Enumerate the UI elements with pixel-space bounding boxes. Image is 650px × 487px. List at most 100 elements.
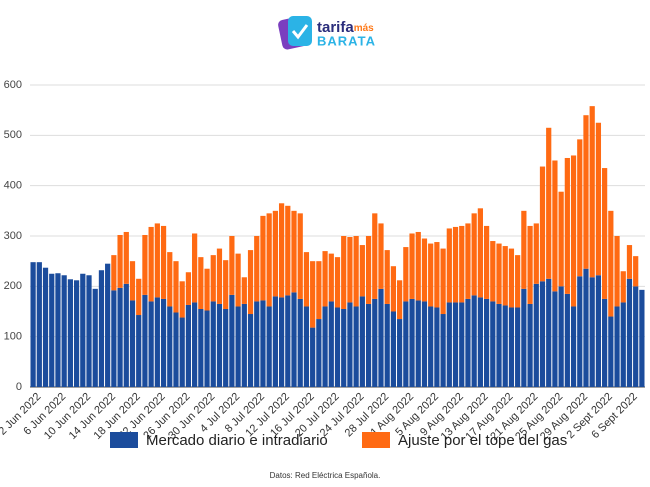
bar [365,303,372,387]
bar [73,280,80,387]
bar [471,295,477,387]
bar [49,273,55,387]
y-tick-label: 600 [4,79,22,91]
bar [595,122,602,276]
bar [179,317,185,387]
bar [42,267,49,387]
bar [502,305,508,387]
bar [570,306,577,387]
bar [614,236,620,307]
bar [633,256,639,287]
bar [260,215,266,301]
bar [434,242,440,308]
y-tick-label: 0 [16,381,22,393]
logo-icon [288,16,312,46]
bar [440,314,446,387]
bar [241,277,247,304]
bar [210,255,216,302]
bar [372,213,378,299]
bar [527,303,533,387]
bar [359,296,365,387]
bar [297,298,303,387]
bar [229,294,235,387]
bar [496,303,502,387]
bar [167,306,173,387]
bar [446,228,452,303]
source: Datos: Red Eléctrica Española. [270,471,381,480]
bar [378,223,384,289]
bar [483,225,490,299]
bar [154,297,160,387]
bar [111,290,117,387]
bar [322,251,328,307]
bar [452,302,459,387]
bar [30,262,36,387]
bar [80,273,86,387]
bar [98,270,105,387]
bar [496,243,502,304]
bar [403,247,409,302]
bar [86,275,92,387]
bar [558,286,564,387]
bar [291,210,297,293]
bar [67,279,73,387]
bar [247,250,254,315]
bar [235,306,241,387]
bar [142,234,148,295]
bar [353,236,359,307]
bar [254,301,260,387]
bar [415,300,421,387]
legend-swatch [362,432,390,448]
logo-accent: más [354,23,374,34]
bar [483,298,490,387]
bar [192,302,198,387]
bar [384,250,390,304]
bar [173,312,179,387]
bar [185,272,192,305]
bar [123,231,129,284]
bar [409,298,415,387]
bar [421,238,428,302]
bar [521,288,527,387]
logo-sub: BARATA [317,33,376,48]
bar [515,307,521,387]
bar [403,301,409,387]
bar [235,253,241,307]
bar [123,283,129,387]
bar [247,314,254,387]
bar [589,277,595,387]
bar [502,246,508,306]
bar [61,275,67,387]
bar [490,241,496,302]
bar [266,306,272,387]
bar [347,302,353,387]
bar [266,213,272,307]
bar [620,271,626,303]
bar [117,234,123,288]
bar [210,301,216,387]
bar [105,263,111,387]
bar [55,273,61,387]
bar [533,283,539,387]
bar [353,306,359,387]
bar [626,278,633,387]
bar [223,260,229,309]
bar [198,308,204,387]
bar [564,157,570,294]
legend-label: Ajuste por el tope del gas [398,432,567,449]
bar [626,245,633,279]
bar [527,225,533,304]
bar [223,308,229,387]
y-tick-label: 400 [4,180,22,192]
bar [285,295,291,387]
bar [434,307,440,387]
bar [552,160,558,292]
bar [552,291,558,387]
bar [390,266,397,312]
bar [508,307,515,387]
bar [397,319,403,387]
logo-brand: tarifa [317,19,354,36]
bar [508,248,515,308]
bar [260,300,266,387]
